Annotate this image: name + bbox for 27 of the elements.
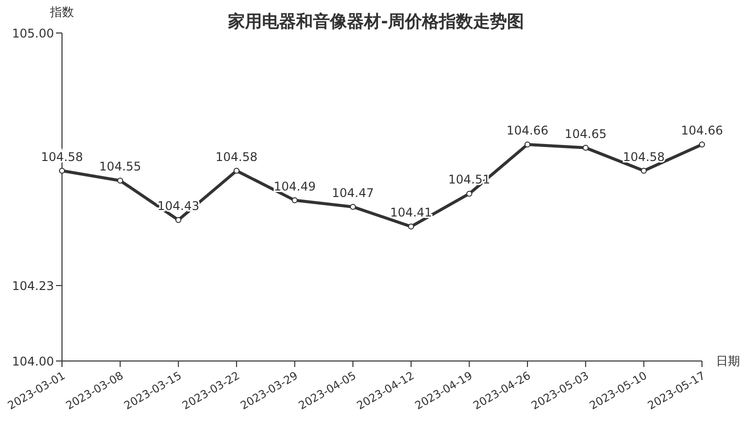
point [175, 216, 182, 223]
data-label: 104.58 [622, 150, 665, 164]
point [234, 168, 240, 174]
data-label: 104.49 [274, 179, 316, 194]
point [350, 204, 356, 210]
point [59, 168, 65, 174]
point [292, 197, 298, 204]
point [640, 168, 647, 174]
y-tick-label: 105.00 [12, 26, 54, 40]
data-label: 104.66 [506, 124, 548, 138]
point [408, 224, 414, 230]
data-label: 104.41 [390, 206, 432, 220]
y-axis-title: 指数 [50, 4, 74, 21]
data-label: 104.58 [216, 150, 258, 164]
point [582, 144, 589, 151]
data-label: 104.65 [564, 126, 607, 141]
y-tick-label: 104.00 [12, 354, 54, 368]
y-tick-label: 104.23 [12, 278, 54, 293]
data-label: 104.66 [681, 124, 723, 138]
point [466, 190, 472, 197]
data-label: 104.55 [99, 160, 142, 174]
point [524, 142, 530, 148]
chart-title: 家用电器和音像器材-周价格指数走势图 [228, 12, 524, 32]
point [117, 178, 124, 184]
data-label: 104.47 [332, 186, 374, 200]
point [699, 142, 705, 148]
x-axis-title: 日期 [716, 353, 740, 370]
